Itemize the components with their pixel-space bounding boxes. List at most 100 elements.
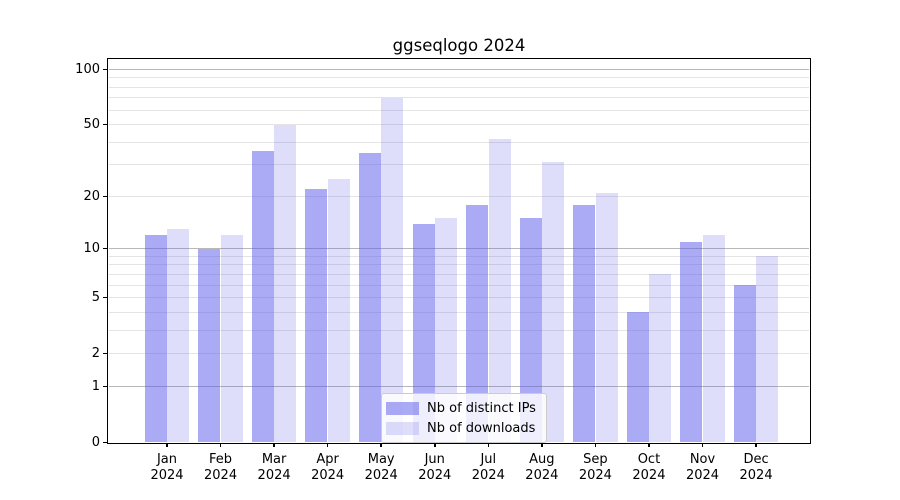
bar-nb-of-downloads-jun — [435, 218, 457, 443]
gridline-major — [109, 248, 809, 250]
x-tick-year: 2024 — [739, 467, 773, 483]
x-tick-year: 2024 — [311, 467, 345, 483]
x-tick-year: 2024 — [471, 467, 505, 483]
y-tick-label: 100 — [75, 62, 100, 77]
x-tick-month: Feb — [209, 452, 233, 467]
bar-nb-of-distinct-ips-may — [358, 152, 381, 443]
x-tick-label: Jun 2024 — [405, 452, 465, 483]
legend-swatch-distinct-ips — [386, 401, 419, 415]
y-tick-mark — [103, 195, 107, 198]
x-tick-label: Jul 2024 — [458, 452, 518, 483]
x-tick-year: 2024 — [525, 467, 559, 483]
y-tick-mark — [103, 123, 107, 126]
legend-row-downloads: Nb of downloads — [386, 418, 536, 438]
x-tick-mark — [701, 443, 704, 447]
x-tick-month: Aug — [529, 452, 555, 467]
x-tick-month: Oct — [637, 452, 661, 467]
bar-nb-of-distinct-ips-mar — [251, 150, 274, 443]
y-tick-label: 2 — [91, 346, 100, 362]
x-tick-year: 2024 — [150, 467, 184, 483]
gridline-minor — [109, 264, 809, 266]
bar-nb-of-distinct-ips-oct — [626, 312, 649, 443]
x-tick-year: 2024 — [257, 467, 291, 483]
gridline-major — [109, 385, 809, 387]
legend-label-downloads: Nb of downloads — [427, 420, 536, 436]
gridline-minor — [109, 329, 809, 331]
x-tick-label: Sep 2024 — [565, 452, 625, 483]
y-tick-mark — [103, 352, 107, 355]
x-tick-month: Jun — [424, 452, 445, 467]
gridline-minor — [109, 86, 809, 88]
y-tick-label: 1 — [91, 378, 100, 394]
bar-nb-of-distinct-ips-nov — [680, 241, 703, 443]
x-tick-label: Nov 2024 — [673, 452, 733, 483]
gridline-minor — [109, 164, 809, 166]
y-tick-mark — [103, 247, 107, 250]
bar-nb-of-downloads-dec — [756, 256, 779, 443]
y-tick-label: 0 — [91, 435, 100, 450]
legend: Nb of distinct IPs Nb of downloads — [381, 393, 547, 443]
x-tick-month: May — [367, 452, 395, 467]
bar-nb-of-downloads-nov — [702, 235, 725, 443]
gridline-minor — [109, 109, 809, 111]
y-tick-label: 20 — [83, 188, 100, 204]
x-tick-label: Feb 2024 — [191, 452, 251, 483]
y-tick-mark — [103, 296, 107, 299]
y-tick-mark — [103, 68, 107, 71]
gridline-minor — [109, 141, 809, 143]
bar-nb-of-distinct-ips-jun — [412, 223, 435, 443]
gridline-minor — [109, 195, 809, 197]
legend-label-distinct-ips: Nb of distinct IPs — [427, 400, 536, 416]
gridline-minor — [109, 77, 809, 79]
x-tick-month: Apr — [316, 452, 339, 467]
x-tick-label: May 2024 — [351, 452, 411, 483]
x-tick-label: Apr 2024 — [298, 452, 358, 483]
bar-nb-of-downloads-aug — [542, 162, 565, 443]
chart-title: ggseqlogo 2024 — [392, 36, 526, 55]
x-tick-mark — [166, 443, 168, 447]
x-tick-mark — [594, 443, 597, 447]
x-tick-year: 2024 — [364, 467, 398, 483]
x-tick-mark — [380, 443, 382, 447]
bar-nb-of-downloads-may — [381, 97, 404, 443]
bar-nb-of-distinct-ips-dec — [733, 285, 756, 443]
bar-nb-of-distinct-ips-apr — [305, 189, 328, 443]
x-tick-mark — [487, 443, 490, 447]
x-tick-label: Aug 2024 — [512, 452, 572, 483]
bar-nb-of-distinct-ips-sep — [573, 204, 596, 443]
x-tick-mark — [326, 443, 329, 447]
y-tick-label: 5 — [91, 290, 100, 306]
bar-nb-of-distinct-ips-feb — [198, 248, 221, 443]
y-tick-label: 10 — [83, 241, 100, 257]
x-tick-mark — [541, 443, 543, 447]
bar-nb-of-downloads-mar — [274, 124, 297, 443]
gridline-minor — [109, 255, 809, 257]
legend-row-distinct-ips: Nb of distinct IPs — [386, 398, 536, 418]
x-tick-year: 2024 — [632, 467, 666, 483]
bar-nb-of-downloads-oct — [649, 274, 672, 443]
y-tick-mark — [103, 385, 107, 388]
x-tick-mark — [434, 443, 436, 447]
gridline-minor — [109, 124, 809, 126]
bar-nb-of-downloads-jan — [167, 229, 190, 443]
legend-swatch-downloads — [386, 421, 419, 435]
gridline-minor — [109, 273, 809, 275]
gridline-minor — [109, 97, 809, 99]
x-tick-year: 2024 — [685, 467, 720, 483]
bar-nb-of-downloads-sep — [595, 192, 618, 443]
x-tick-mark — [219, 443, 222, 447]
gridline-major — [109, 69, 809, 70]
x-tick-label: Jan 2024 — [137, 452, 197, 483]
x-tick-month: Jan — [156, 452, 178, 467]
x-tick-month: Sep — [583, 452, 608, 467]
gridline-minor — [109, 353, 809, 355]
x-tick-month: Mar — [261, 452, 287, 467]
bar-nb-of-downloads-feb — [220, 235, 243, 443]
x-tick-year: 2024 — [578, 467, 612, 483]
bar-nb-of-downloads-jul — [488, 138, 511, 443]
bar-nb-of-distinct-ips-jan — [144, 235, 167, 443]
x-tick-mark — [273, 443, 275, 447]
bar-nb-of-distinct-ips-aug — [519, 218, 542, 443]
x-tick-year: 2024 — [204, 467, 238, 483]
